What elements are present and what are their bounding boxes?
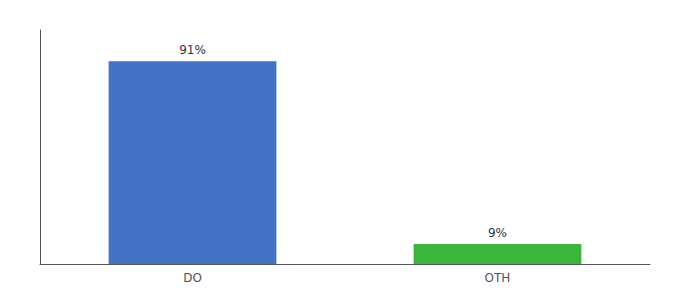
svg-text:9%: 9% — [488, 226, 507, 240]
svg-text:DO: DO — [183, 271, 202, 285]
svg-text:OTH: OTH — [485, 271, 511, 285]
svg-text:91%: 91% — [179, 43, 206, 57]
